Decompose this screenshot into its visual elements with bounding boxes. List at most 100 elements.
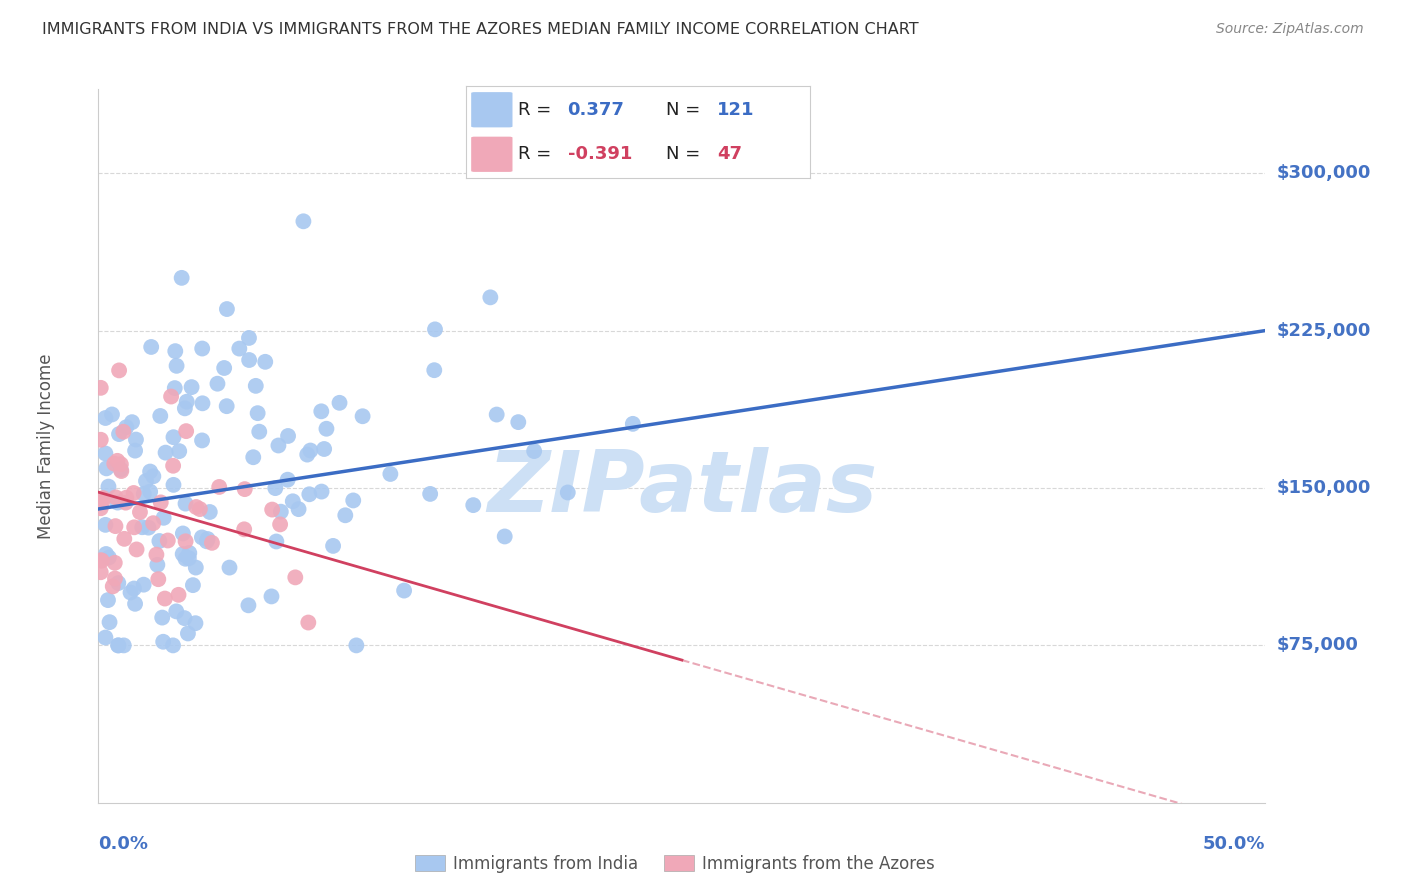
Point	[342, 493, 364, 508]
Point	[298, 487, 321, 501]
Point	[162, 430, 184, 444]
Point	[120, 585, 142, 599]
Point	[479, 290, 502, 304]
Point	[191, 396, 214, 410]
Point	[198, 505, 221, 519]
Point	[494, 529, 516, 543]
Point	[264, 481, 287, 495]
Point	[112, 639, 135, 653]
Point	[90, 566, 112, 580]
Point	[212, 361, 235, 376]
Point	[90, 501, 112, 516]
Point	[107, 495, 129, 509]
Point	[91, 495, 114, 509]
Point	[90, 433, 112, 447]
Point	[238, 331, 260, 345]
Point	[179, 546, 201, 560]
Point	[149, 495, 172, 509]
Point	[148, 572, 170, 586]
Point	[108, 427, 131, 442]
Point	[315, 422, 337, 436]
Point	[176, 394, 198, 409]
Text: $300,000: $300,000	[1277, 164, 1371, 182]
Point	[91, 554, 114, 568]
Point	[131, 520, 153, 534]
Point	[142, 516, 165, 531]
Point	[152, 510, 174, 524]
Point	[173, 611, 195, 625]
Point	[112, 532, 135, 546]
Point	[96, 461, 118, 475]
Point	[104, 491, 127, 505]
Point	[125, 542, 148, 557]
Point	[228, 342, 250, 356]
Point	[188, 502, 211, 516]
Legend: Immigrants from India, Immigrants from the Azores: Immigrants from India, Immigrants from t…	[408, 848, 942, 880]
Point	[94, 446, 117, 460]
Point	[173, 401, 195, 416]
Point	[260, 590, 283, 604]
Point	[181, 578, 204, 592]
Point	[149, 409, 172, 423]
Point	[277, 429, 299, 443]
Point	[311, 484, 333, 499]
Point	[238, 353, 260, 368]
Point	[195, 534, 218, 549]
Point	[94, 631, 117, 645]
Point	[423, 363, 446, 377]
Point	[108, 363, 131, 377]
Point	[94, 411, 117, 425]
Point	[177, 626, 200, 640]
Point	[277, 473, 299, 487]
Point	[245, 379, 267, 393]
Point	[98, 615, 121, 630]
Point	[94, 547, 117, 561]
Point	[162, 478, 184, 492]
Text: 50.0%: 50.0%	[1204, 835, 1265, 853]
Point	[122, 486, 145, 500]
Point	[110, 462, 132, 476]
Point	[110, 464, 132, 478]
Point	[215, 399, 238, 413]
Point	[124, 597, 146, 611]
Point	[139, 484, 162, 499]
Point	[180, 380, 202, 394]
Point	[322, 539, 344, 553]
Point	[150, 610, 173, 624]
Point	[145, 548, 167, 562]
Point	[162, 639, 184, 653]
Point	[218, 560, 240, 574]
Point	[335, 508, 357, 523]
Point	[197, 532, 219, 546]
Point	[107, 639, 129, 653]
Point	[314, 442, 336, 456]
Point	[163, 381, 186, 395]
Text: IMMIGRANTS FROM INDIA VS IMMIGRANTS FROM THE AZORES MEDIAN FAMILY INCOME CORRELA: IMMIGRANTS FROM INDIA VS IMMIGRANTS FROM…	[42, 22, 918, 37]
Point	[201, 536, 224, 550]
Point	[266, 534, 288, 549]
Point	[107, 576, 129, 591]
Point	[172, 547, 194, 561]
Point	[174, 534, 197, 549]
Point	[423, 322, 446, 336]
Point	[107, 639, 129, 653]
Point	[186, 500, 208, 514]
Point	[165, 344, 187, 359]
Point	[419, 487, 441, 501]
Point	[104, 556, 127, 570]
Point	[269, 517, 291, 532]
Point	[311, 404, 333, 418]
Point	[104, 519, 127, 533]
Point	[142, 469, 165, 483]
Point	[160, 390, 183, 404]
Point	[247, 425, 270, 439]
Point	[174, 497, 197, 511]
Point	[132, 487, 155, 501]
Point	[270, 505, 292, 519]
Point	[215, 301, 238, 316]
Point	[101, 579, 124, 593]
Point	[90, 553, 112, 567]
Text: $150,000: $150,000	[1277, 479, 1371, 497]
Point	[292, 214, 315, 228]
Point	[103, 457, 125, 471]
